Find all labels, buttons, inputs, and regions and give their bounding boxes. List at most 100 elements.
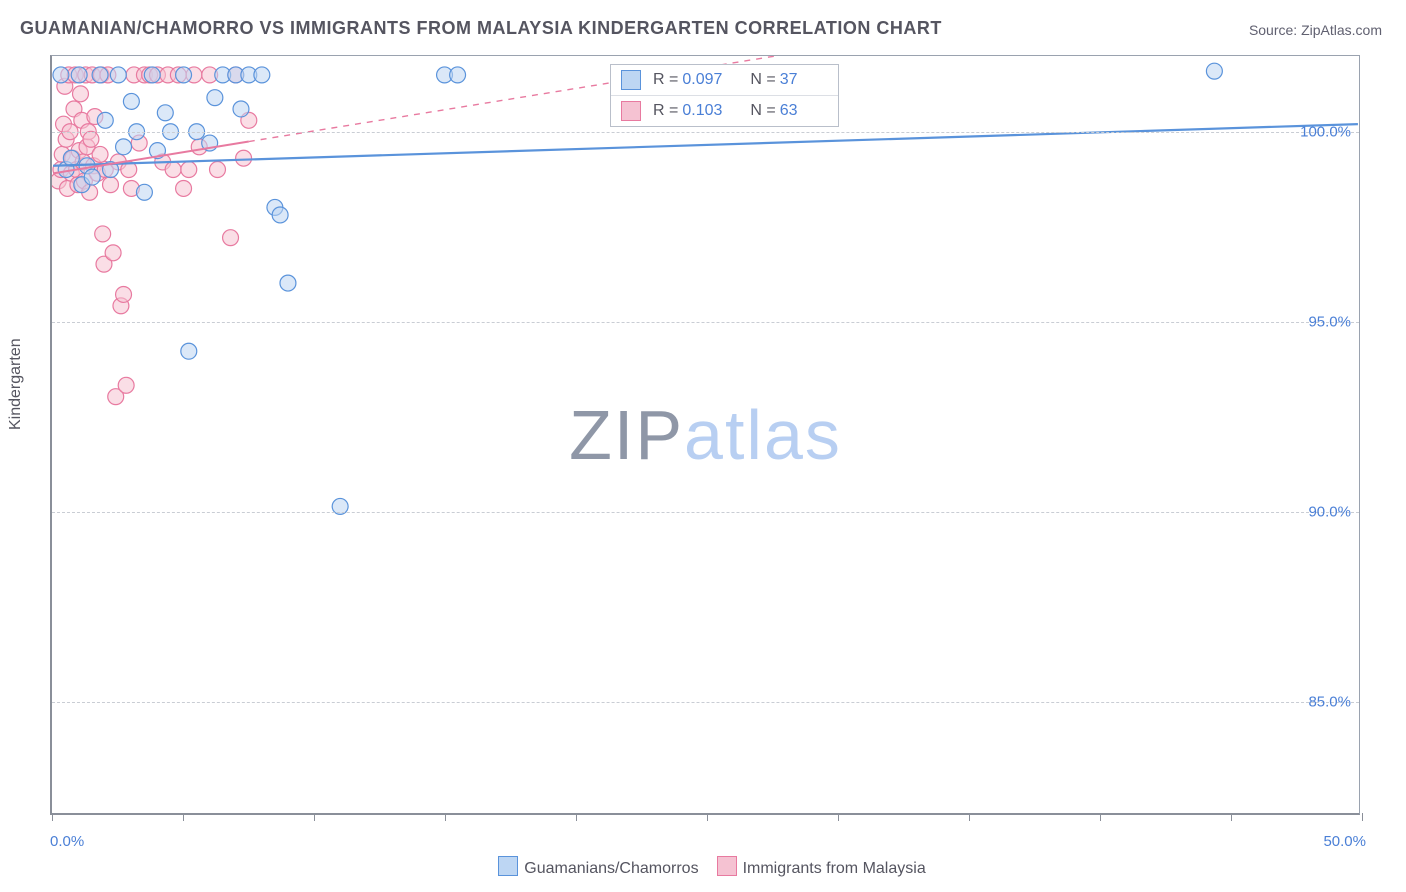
scatter-point bbox=[181, 343, 197, 359]
scatter-point bbox=[56, 116, 72, 132]
scatter-point bbox=[123, 93, 139, 109]
y-tick-label: 85.0% bbox=[1308, 694, 1351, 711]
x-tick bbox=[838, 813, 839, 821]
scatter-point bbox=[87, 109, 103, 125]
scatter-point bbox=[70, 177, 86, 193]
scatter-point bbox=[450, 67, 466, 83]
scatter-point bbox=[69, 162, 85, 178]
scatter-point bbox=[75, 154, 91, 170]
stats-legend-box: R = 0.097N = 37R = 0.103N = 63 bbox=[610, 64, 839, 127]
scatter-point bbox=[228, 67, 244, 83]
scatter-point bbox=[103, 177, 119, 193]
y-tick-label: 95.0% bbox=[1308, 314, 1351, 331]
scatter-point bbox=[236, 150, 252, 166]
stat-r-label: R = bbox=[653, 102, 678, 120]
scatter-point bbox=[74, 177, 90, 193]
scatter-point bbox=[272, 207, 288, 223]
scatter-point bbox=[150, 143, 166, 159]
scatter-point bbox=[150, 67, 166, 83]
scatter-point bbox=[63, 150, 79, 166]
scatter-point bbox=[437, 67, 453, 83]
scatter-point bbox=[67, 67, 83, 83]
chart-title: GUAMANIAN/CHAMORRO VS IMMIGRANTS FROM MA… bbox=[20, 18, 942, 39]
scatter-point bbox=[207, 90, 223, 106]
stat-n-value: 63 bbox=[780, 102, 828, 120]
scatter-point bbox=[92, 67, 108, 83]
bottom-legend: Guamanians/ChamorrosImmigrants from Mala… bbox=[0, 856, 1406, 878]
stats-row: R = 0.097N = 37 bbox=[611, 65, 838, 95]
y-axis-title: Kindergarten bbox=[7, 338, 25, 430]
scatter-point bbox=[181, 162, 197, 178]
legend-swatch bbox=[621, 101, 641, 121]
scatter-point bbox=[86, 158, 102, 174]
scatter-point bbox=[53, 162, 69, 178]
gridline bbox=[52, 132, 1359, 133]
source-label: Source: bbox=[1249, 22, 1301, 38]
x-axis-max-label: 50.0% bbox=[1323, 833, 1366, 850]
scatter-point bbox=[126, 67, 142, 83]
scatter-point bbox=[123, 181, 139, 197]
scatter-point bbox=[155, 154, 171, 170]
chart-container: GUAMANIAN/CHAMORRO VS IMMIGRANTS FROM MA… bbox=[0, 0, 1406, 892]
x-tick bbox=[1362, 813, 1363, 821]
trend-line bbox=[53, 142, 249, 174]
scatter-point bbox=[108, 389, 124, 405]
scatter-point bbox=[92, 146, 108, 162]
x-tick bbox=[969, 813, 970, 821]
scatter-point bbox=[165, 162, 181, 178]
scatter-point bbox=[57, 78, 73, 94]
scatter-point bbox=[78, 67, 94, 83]
scatter-point bbox=[160, 67, 176, 83]
scatter-point bbox=[61, 67, 77, 83]
stat-r-value: 0.103 bbox=[682, 102, 730, 120]
stat-n-value: 37 bbox=[780, 71, 828, 89]
scatter-point bbox=[202, 67, 218, 83]
scatter-point bbox=[76, 173, 92, 189]
scatter-point bbox=[100, 67, 116, 83]
trend-line bbox=[53, 124, 1358, 166]
x-tick bbox=[183, 813, 184, 821]
scatter-point bbox=[110, 67, 126, 83]
x-tick bbox=[445, 813, 446, 821]
x-tick bbox=[1100, 813, 1101, 821]
stats-row: R = 0.103N = 63 bbox=[611, 95, 838, 126]
scatter-point bbox=[84, 67, 100, 83]
scatter-point bbox=[97, 112, 113, 128]
scatter-point bbox=[233, 101, 249, 117]
scatter-point bbox=[116, 286, 132, 302]
scatter-point bbox=[210, 162, 226, 178]
scatter-point bbox=[74, 112, 90, 128]
scatter-point bbox=[118, 377, 134, 393]
scatter-point bbox=[241, 112, 257, 128]
legend-swatch bbox=[717, 856, 737, 876]
gridline bbox=[52, 322, 1359, 323]
scatter-point bbox=[176, 181, 192, 197]
gridline bbox=[52, 702, 1359, 703]
scatter-point bbox=[280, 275, 296, 291]
watermark: ZIPatlas bbox=[569, 395, 842, 475]
scatter-point bbox=[241, 67, 257, 83]
scatter-point bbox=[89, 165, 105, 181]
scatter-point bbox=[58, 131, 74, 147]
scatter-point bbox=[66, 101, 82, 117]
scatter-point bbox=[83, 131, 99, 147]
scatter-point bbox=[228, 67, 244, 83]
legend-swatch bbox=[498, 856, 518, 876]
scatter-point bbox=[73, 86, 89, 102]
y-tick-label: 100.0% bbox=[1300, 124, 1351, 141]
scatter-point bbox=[191, 139, 207, 155]
scatter-point bbox=[176, 67, 192, 83]
scatter-point bbox=[223, 230, 239, 246]
scatter-point bbox=[105, 245, 121, 261]
scatter-point bbox=[82, 184, 98, 200]
scatter-point bbox=[142, 67, 158, 83]
stat-r-label: R = bbox=[653, 71, 678, 89]
x-tick bbox=[1231, 813, 1232, 821]
x-tick bbox=[52, 813, 53, 821]
legend-swatch bbox=[621, 70, 641, 90]
scatter-point bbox=[170, 67, 186, 83]
scatter-point bbox=[95, 226, 111, 242]
stat-n-label: N = bbox=[750, 71, 775, 89]
scatter-point bbox=[136, 184, 152, 200]
scatter-point bbox=[103, 162, 119, 178]
